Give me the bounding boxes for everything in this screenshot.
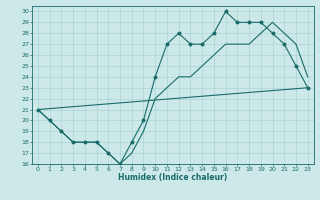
X-axis label: Humidex (Indice chaleur): Humidex (Indice chaleur): [118, 173, 228, 182]
